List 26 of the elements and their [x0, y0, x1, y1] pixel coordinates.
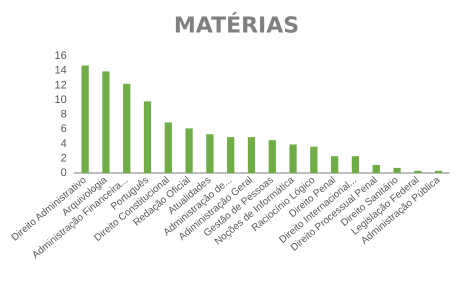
bar [289, 144, 297, 173]
bar [206, 134, 214, 173]
bar [164, 122, 172, 173]
bar [268, 140, 276, 173]
y-tick-label: 16 [54, 50, 67, 62]
bar [393, 168, 401, 173]
bar [372, 164, 380, 173]
y-tick-label: 10 [54, 94, 67, 106]
y-tick-label: 8 [60, 108, 67, 120]
y-tick-label: 12 [54, 79, 67, 92]
y-tick-label: 4 [60, 138, 67, 150]
bar [102, 71, 110, 173]
chart-title: MATÉRIAS [174, 12, 300, 38]
bar [310, 146, 318, 173]
bar [144, 101, 152, 173]
bar [227, 137, 234, 173]
bar [185, 128, 193, 173]
y-tick-label: 14 [54, 64, 67, 77]
bar [248, 137, 256, 173]
y-tick-label: 2 [60, 152, 67, 164]
bar [331, 156, 338, 173]
y-tick-label: 6 [60, 123, 67, 136]
bar [82, 66, 89, 173]
y-tick-label: 0 [60, 167, 67, 179]
bar [352, 156, 360, 173]
bar [123, 84, 130, 173]
